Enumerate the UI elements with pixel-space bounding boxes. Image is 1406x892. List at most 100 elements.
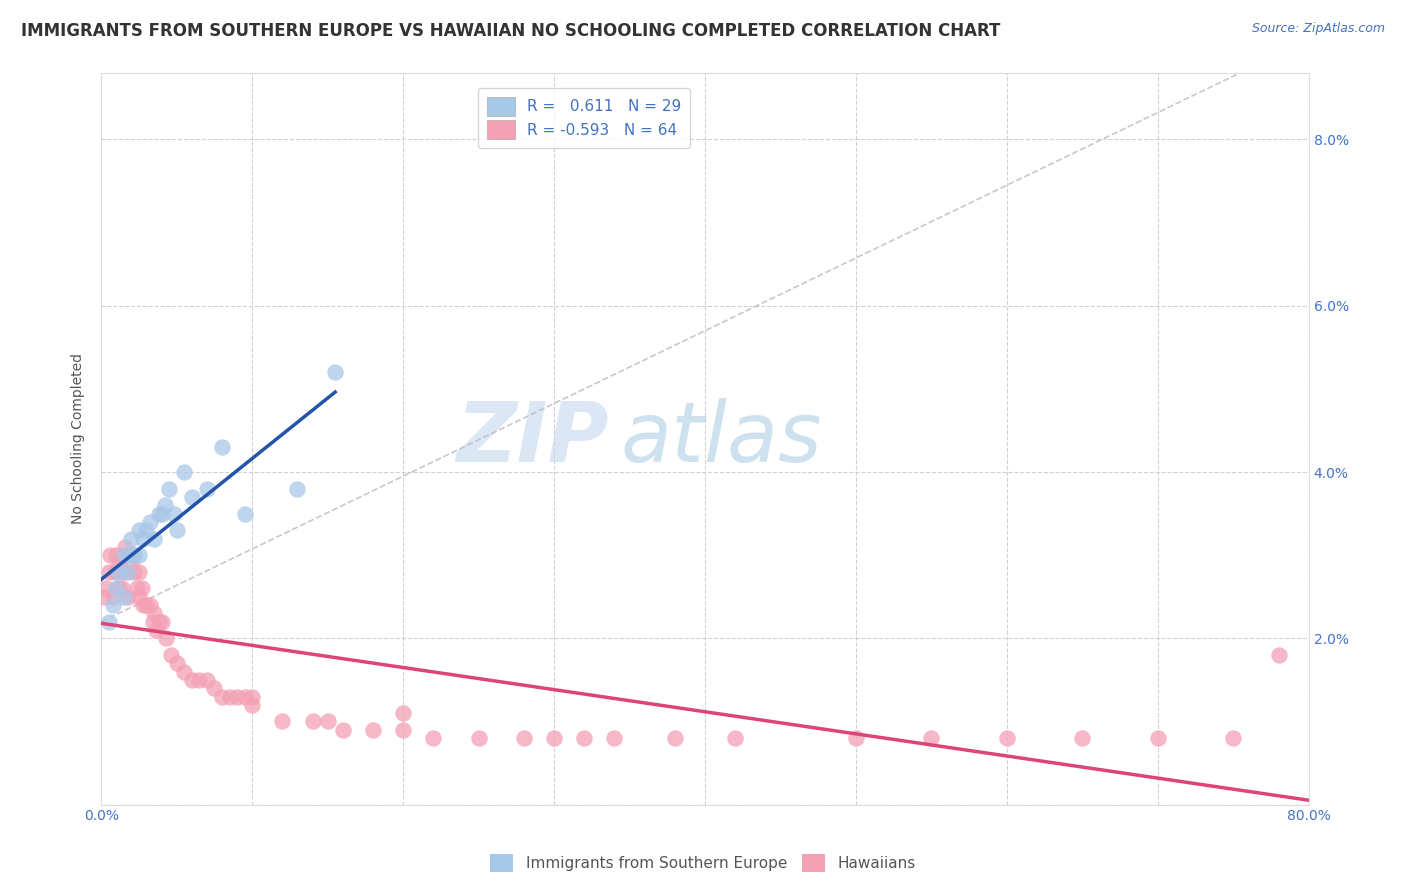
Point: [513, 731, 536, 745]
Point: [143, 532, 166, 546]
Point: [1147, 731, 1170, 745]
Point: [112, 565, 135, 579]
Point: [301, 714, 323, 729]
Point: [724, 731, 747, 745]
Point: [845, 731, 868, 745]
Point: [1222, 731, 1244, 745]
Point: [157, 482, 180, 496]
Point: [105, 548, 128, 562]
Point: [204, 681, 226, 696]
Point: [467, 731, 489, 745]
Point: [603, 731, 626, 745]
Point: [422, 731, 444, 745]
Point: [104, 565, 127, 579]
Point: [135, 598, 157, 612]
Point: [148, 507, 170, 521]
Point: [120, 557, 142, 571]
Point: [180, 673, 202, 687]
Point: [361, 723, 384, 737]
Point: [166, 657, 188, 671]
Point: [117, 565, 139, 579]
Point: [332, 723, 354, 737]
Point: [97, 565, 120, 579]
Point: [173, 465, 195, 479]
Text: IMMIGRANTS FROM SOUTHERN EUROPE VS HAWAIIAN NO SCHOOLING COMPLETED CORRELATION C: IMMIGRANTS FROM SOUTHERN EUROPE VS HAWAI…: [21, 22, 1001, 40]
Point: [138, 598, 160, 612]
Point: [166, 523, 188, 537]
Point: [97, 615, 120, 629]
Point: [120, 532, 142, 546]
Point: [163, 507, 186, 521]
Point: [120, 548, 142, 562]
Point: [108, 565, 131, 579]
Point: [195, 673, 218, 687]
Point: [995, 731, 1018, 745]
Point: [98, 548, 121, 562]
Point: [211, 690, 233, 704]
Point: [150, 507, 173, 521]
Point: [188, 673, 211, 687]
Point: [128, 590, 150, 604]
Point: [112, 548, 135, 562]
Point: [124, 548, 146, 562]
Point: [173, 665, 195, 679]
Y-axis label: No Schooling Completed: No Schooling Completed: [72, 353, 86, 524]
Point: [240, 698, 263, 712]
Legend: R =   0.611   N = 29, R = -0.593   N = 64: R = 0.611 N = 29, R = -0.593 N = 64: [478, 88, 690, 148]
Point: [143, 607, 166, 621]
Point: [1071, 731, 1094, 745]
Point: [105, 582, 128, 596]
Point: [94, 582, 117, 596]
Point: [240, 690, 263, 704]
Point: [664, 731, 686, 745]
Point: [153, 498, 176, 512]
Point: [271, 714, 294, 729]
Point: [150, 615, 173, 629]
Point: [543, 731, 565, 745]
Point: [128, 565, 150, 579]
Text: Source: ZipAtlas.com: Source: ZipAtlas.com: [1251, 22, 1385, 36]
Point: [180, 490, 202, 504]
Point: [117, 590, 139, 604]
Point: [195, 482, 218, 496]
Point: [93, 590, 115, 604]
Legend: Immigrants from Southern Europe, Hawaiians: Immigrants from Southern Europe, Hawaiia…: [482, 846, 924, 880]
Point: [131, 582, 153, 596]
Point: [103, 590, 125, 604]
Point: [211, 440, 233, 454]
Point: [226, 690, 249, 704]
Point: [128, 548, 150, 562]
Point: [233, 507, 256, 521]
Point: [145, 623, 167, 637]
Point: [132, 598, 155, 612]
Point: [392, 723, 415, 737]
Point: [138, 515, 160, 529]
Point: [111, 582, 134, 596]
Point: [132, 532, 155, 546]
Point: [108, 557, 131, 571]
Point: [920, 731, 942, 745]
Point: [112, 590, 135, 604]
Point: [218, 690, 240, 704]
Point: [124, 548, 146, 562]
Point: [392, 706, 415, 721]
Point: [287, 482, 309, 496]
Point: [141, 615, 163, 629]
Point: [574, 731, 596, 745]
Point: [323, 365, 346, 379]
Point: [159, 648, 181, 662]
Point: [108, 582, 131, 596]
Text: atlas: atlas: [620, 399, 823, 479]
Point: [124, 565, 146, 579]
Point: [316, 714, 339, 729]
Point: [1267, 648, 1289, 662]
Point: [114, 540, 136, 554]
Text: ZIP: ZIP: [456, 399, 609, 479]
Point: [135, 523, 157, 537]
Point: [103, 598, 125, 612]
Point: [148, 615, 170, 629]
Point: [155, 632, 177, 646]
Point: [128, 523, 150, 537]
Point: [127, 582, 149, 596]
Point: [233, 690, 256, 704]
